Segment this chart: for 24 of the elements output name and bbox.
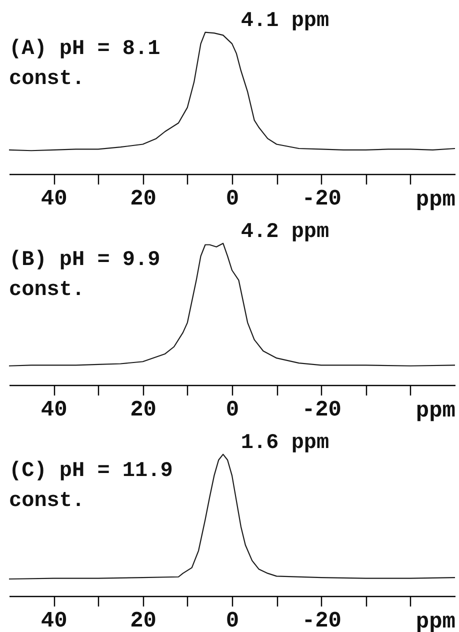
x-axis-title: ppm: [416, 610, 456, 632]
x-tick-label: 0: [226, 608, 240, 632]
x-tick-label: -20: [302, 186, 342, 212]
annotation: const.: [9, 490, 85, 513]
x-tick-label: 0: [226, 398, 240, 422]
annotation: 1.6 ppm: [240, 432, 330, 455]
annotation: const.: [9, 279, 85, 302]
annotation: const.: [9, 68, 85, 91]
annotation: (C) pH = 11.9: [9, 460, 173, 483]
x-tick-label: 20: [130, 398, 157, 422]
x-axis-title: ppm: [416, 188, 456, 212]
annotation: 4.2 ppm: [240, 221, 330, 244]
annotation: 4.1 ppm: [240, 10, 330, 33]
x-tick-label: 0: [226, 186, 240, 212]
x-tick-label: 40: [40, 398, 68, 422]
x-tick-label: 20: [130, 186, 157, 212]
x-tick-label: 20: [130, 608, 157, 632]
x-tick-label: 40: [40, 608, 68, 632]
x-tick-label: 40: [40, 186, 68, 212]
x-tick-label: -20: [302, 398, 342, 422]
x-axis-title: ppm: [416, 398, 456, 424]
x-tick-label: -20: [302, 608, 342, 632]
annotation: (B) pH = 9.9: [9, 249, 160, 272]
annotation: (A) pH = 8.1: [9, 38, 160, 61]
